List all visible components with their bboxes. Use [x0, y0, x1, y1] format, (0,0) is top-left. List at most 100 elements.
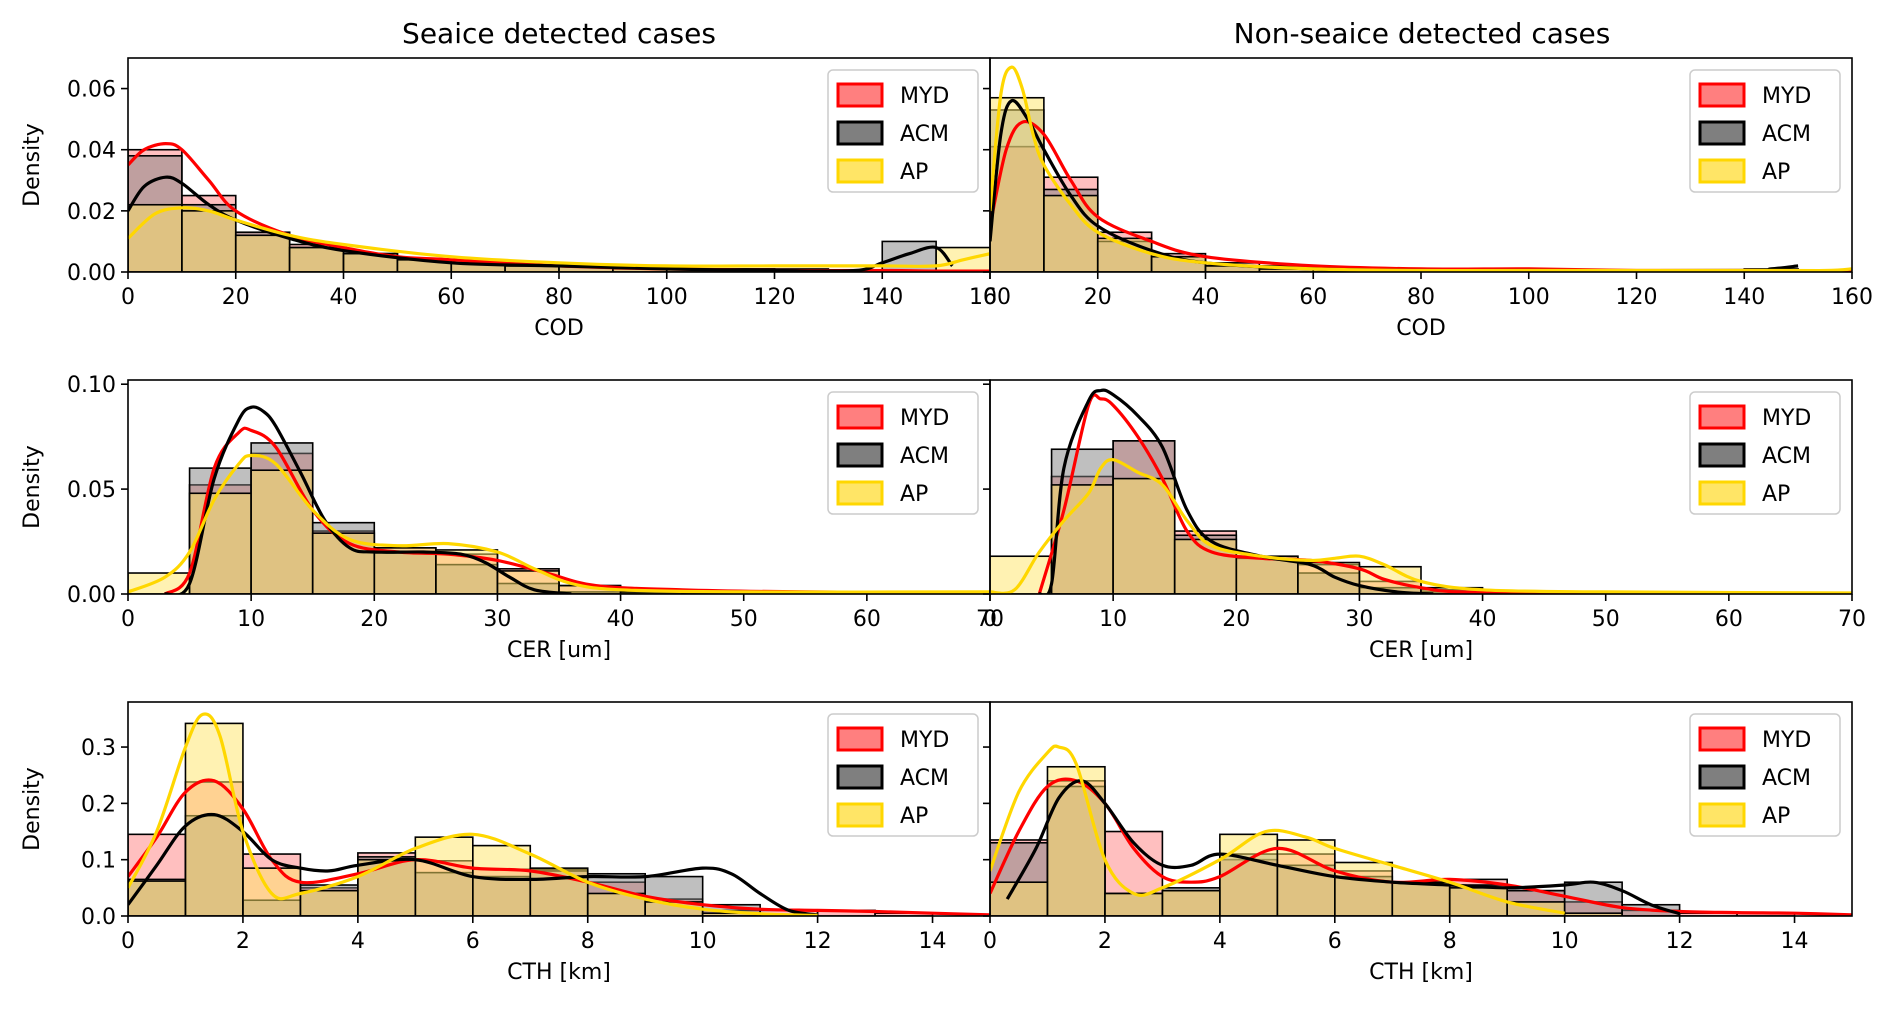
x-axis-label: CTH [km] [507, 960, 611, 985]
x-tick-label: 80 [545, 285, 573, 310]
x-tick-label: 4 [1213, 929, 1227, 954]
x-tick-label: 140 [1723, 285, 1765, 310]
x-tick-label: 20 [222, 285, 250, 310]
legend-swatch-myd [836, 82, 884, 108]
legend: MYD ACM AP [827, 713, 979, 837]
x-tick-label: 8 [581, 929, 595, 954]
x-tick-label: 6 [466, 929, 480, 954]
legend-label-myd: MYD [1762, 728, 1811, 753]
x-tick-label: 0 [121, 607, 135, 632]
hist-bar-ap [1219, 833, 1279, 916]
legend-label-ap: AP [900, 804, 928, 829]
y-tick-label: 0.2 [81, 792, 116, 817]
x-tick-label: 100 [646, 285, 688, 310]
axes-frame [989, 379, 1853, 595]
y-tick-label: 0.06 [67, 78, 116, 103]
x-tick-label: 140 [861, 285, 903, 310]
kde-curve-acm [128, 812, 818, 916]
x-tick-label: 60 [853, 607, 881, 632]
y-tick-label: 0.1 [81, 849, 116, 874]
legend-swatch-acm [836, 764, 884, 790]
x-tick-label: 10 [237, 607, 265, 632]
plot-area [128, 142, 990, 272]
y-tick-label: 0.00 [67, 583, 116, 608]
x-axis-label: COD [1396, 316, 1446, 341]
hist-bar-ap [373, 547, 437, 594]
legend-label-acm: ACM [900, 122, 949, 147]
x-tick-label: 20 [360, 607, 388, 632]
x-tick-label: 4 [351, 929, 365, 954]
hist-bar-ap [1046, 765, 1106, 916]
x-tick-label: 160 [969, 285, 1011, 310]
legend-label-myd: MYD [1762, 406, 1811, 431]
x-tick-label: 70 [1838, 607, 1866, 632]
kde-curve-ap [990, 458, 1852, 594]
panel-seaice-cod: 0 20 40 60 80 100 120 140 160 0.00 0.02 0.04 0.06 COD… [20, 57, 1011, 341]
x-tick-label: 30 [483, 607, 511, 632]
x-tick-label: 30 [1345, 607, 1373, 632]
kde-curve-acm [128, 175, 954, 272]
x-tick-label: 0 [121, 285, 135, 310]
legend-swatch-myd [836, 404, 884, 430]
legend-label-ap: AP [900, 482, 928, 507]
y-axis-label: Density [20, 767, 45, 851]
legend-label-acm: ACM [900, 766, 949, 791]
x-tick-label: 50 [1592, 607, 1620, 632]
kde-curve-ap [990, 744, 1566, 915]
legend: MYD ACM AP [1689, 391, 1841, 515]
x-tick-label: 10 [1099, 607, 1127, 632]
x-tick-label: 60 [437, 285, 465, 310]
plot-area [128, 405, 990, 594]
x-tick-label: 20 [1222, 607, 1250, 632]
legend-swatch-myd [836, 726, 884, 752]
legend-swatch-ap [836, 802, 884, 828]
hist-bar-ap [181, 210, 237, 272]
legend-label-myd: MYD [900, 84, 949, 109]
x-tick-label: 14 [919, 929, 947, 954]
kde-curve-ap [128, 206, 990, 268]
plot-area [990, 744, 1852, 916]
kde-curve-ap [990, 65, 1852, 272]
x-tick-label: 20 [1084, 285, 1112, 310]
x-tick-label: 0 [983, 929, 997, 954]
y-tick-label: 0.05 [67, 478, 116, 503]
legend-swatch-acm [836, 120, 884, 146]
panel-seaice-cer: 0 10 20 30 40 50 60 70 0.00 0.05 0.10 CER [um] Densi… [20, 373, 1004, 663]
plot-area [128, 712, 990, 916]
legend-label-ap: AP [1762, 804, 1790, 829]
legend-label-myd: MYD [900, 728, 949, 753]
legend-label-myd: MYD [900, 406, 949, 431]
hist-bar-ap [288, 246, 345, 272]
x-tick-label: 40 [607, 607, 635, 632]
hist-bar-ap [1112, 477, 1176, 594]
hist-bar-ap [299, 889, 359, 916]
y-tick-label: 0.0 [81, 905, 116, 930]
x-tick-label: 120 [754, 285, 796, 310]
x-tick-label: 100 [1508, 285, 1550, 310]
legend-label-ap: AP [1762, 482, 1790, 507]
hist-bar-ap [990, 881, 1049, 916]
legend-swatch-ap [1698, 158, 1746, 184]
kde-curve-myd [128, 778, 990, 916]
legend: MYD ACM AP [1689, 713, 1841, 837]
x-axis-label: COD [534, 316, 584, 341]
hist-bar-ap [128, 203, 183, 272]
legend-swatch-ap [836, 480, 884, 506]
hist-bar-ap [234, 234, 291, 272]
hist-bar-ap [1235, 555, 1299, 594]
legend-swatch-acm [1698, 764, 1746, 790]
y-tick-label: 0.00 [67, 261, 116, 286]
hist-bar-ap [1334, 861, 1394, 916]
legend-swatch-ap [1698, 480, 1746, 506]
legend-swatch-acm [836, 442, 884, 468]
x-tick-label: 2 [1098, 929, 1112, 954]
x-tick-label: 6 [1328, 929, 1342, 954]
x-tick-label: 70 [976, 607, 1004, 632]
legend-swatch-myd [1698, 82, 1746, 108]
legend-label-acm: ACM [1762, 444, 1811, 469]
kde-curve-myd [1037, 393, 1852, 594]
hist-bar-ap [1276, 839, 1336, 916]
legend-label-ap: AP [900, 160, 928, 185]
column-title-nonseaice: Non-seaice detected cases [1234, 17, 1611, 50]
